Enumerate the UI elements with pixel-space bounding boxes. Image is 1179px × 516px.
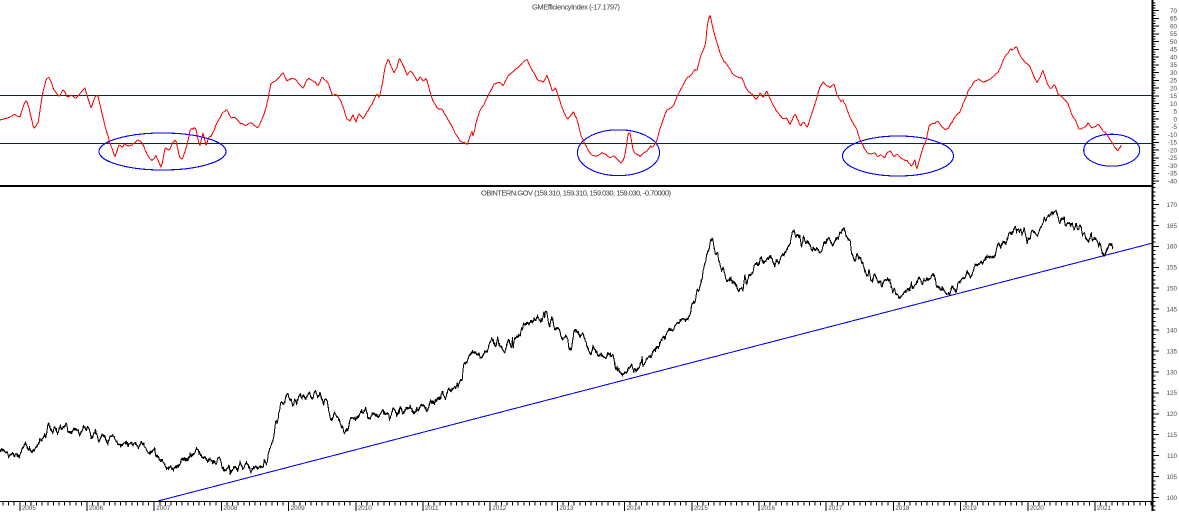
svg-text:-35: -35: [1168, 171, 1178, 178]
svg-text:-15: -15: [1168, 140, 1178, 147]
svg-text:2017: 2017: [828, 505, 843, 511]
svg-text:10: 10: [1170, 101, 1178, 108]
svg-text:115: 115: [1167, 432, 1178, 439]
svg-text:2012: 2012: [492, 505, 507, 511]
svg-text:35: 35: [1170, 62, 1178, 69]
svg-text:135: 135: [1166, 348, 1177, 355]
svg-text:-10: -10: [1168, 132, 1178, 139]
svg-text:40: 40: [1170, 54, 1178, 61]
svg-text:2011: 2011: [425, 505, 439, 511]
svg-text:55: 55: [1170, 31, 1178, 38]
svg-text:-40: -40: [1168, 178, 1178, 185]
svg-text:145: 145: [1166, 307, 1177, 314]
svg-text:160: 160: [1166, 244, 1177, 251]
svg-text:65: 65: [1170, 16, 1178, 23]
svg-text:45: 45: [1170, 47, 1178, 54]
svg-text:2009: 2009: [291, 505, 306, 511]
svg-text:30: 30: [1170, 70, 1178, 77]
svg-text:2010: 2010: [358, 505, 373, 511]
svg-text:-25: -25: [1168, 155, 1178, 162]
svg-text:GMEfficiencyIndex (-17.1797): GMEfficiencyIndex (-17.1797): [532, 3, 621, 12]
svg-text:2007: 2007: [156, 505, 171, 511]
svg-text:165: 165: [1166, 223, 1177, 230]
svg-text:70: 70: [1170, 8, 1178, 15]
svg-text:105: 105: [1166, 474, 1177, 481]
svg-text:140: 140: [1166, 328, 1177, 335]
svg-text:155: 155: [1166, 265, 1177, 272]
svg-text:100: 100: [1166, 495, 1177, 502]
svg-text:2016: 2016: [761, 505, 776, 511]
svg-text:2014: 2014: [627, 505, 642, 511]
svg-text:2005: 2005: [22, 505, 37, 511]
svg-text:20: 20: [1170, 85, 1178, 92]
svg-text:25: 25: [1170, 78, 1178, 85]
svg-text:2006: 2006: [89, 505, 104, 511]
svg-text:2019: 2019: [963, 505, 978, 511]
svg-text:2020: 2020: [1030, 505, 1045, 511]
svg-text:-30: -30: [1168, 163, 1178, 170]
svg-text:15: 15: [1170, 93, 1178, 100]
svg-text:2015: 2015: [694, 505, 709, 511]
svg-text:50: 50: [1170, 39, 1178, 46]
svg-text:5: 5: [1173, 109, 1177, 116]
svg-text:2013: 2013: [559, 505, 574, 511]
svg-text:2008: 2008: [223, 505, 238, 511]
svg-text:130: 130: [1166, 369, 1177, 376]
svg-text:-20: -20: [1168, 147, 1178, 154]
svg-text:2018: 2018: [895, 505, 910, 511]
svg-text:60: 60: [1170, 23, 1178, 30]
svg-text:120: 120: [1166, 411, 1177, 418]
svg-text:110: 110: [1167, 453, 1178, 460]
svg-text:170: 170: [1166, 202, 1177, 209]
svg-text:-5: -5: [1171, 124, 1177, 131]
svg-text:0: 0: [1173, 116, 1177, 123]
svg-text:150: 150: [1166, 286, 1177, 293]
svg-text:OBINTERN.GOV (159.310, 159.310: OBINTERN.GOV (159.310, 159.310, 159.030,…: [481, 189, 672, 198]
svg-text:125: 125: [1166, 390, 1177, 397]
svg-text:2021: 2021: [1097, 505, 1112, 511]
